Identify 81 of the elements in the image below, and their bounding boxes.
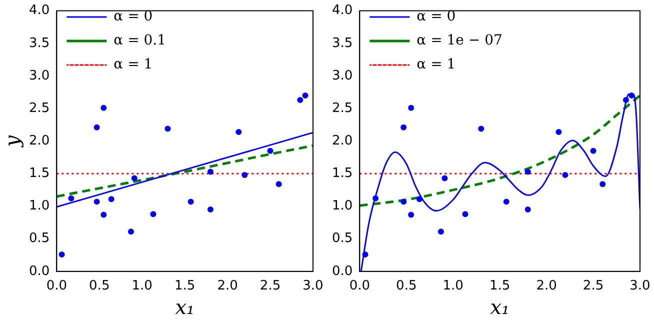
y-tick-label: 2.0 [332, 133, 353, 148]
point [590, 148, 596, 154]
y-tick-label: 4.0 [332, 3, 353, 18]
point [524, 168, 531, 175]
point [207, 206, 214, 213]
y-tick-label: 1.5 [332, 166, 353, 182]
x-tick-label: 1.0 [442, 278, 464, 294]
y-tick-label: 0.0 [28, 264, 50, 279]
x-tick-label: 2.5 [260, 278, 281, 294]
x-tick-label: 0.0 [349, 278, 370, 294]
x-tick-label: 2.0 [536, 278, 557, 294]
point [242, 172, 248, 178]
point [297, 97, 304, 104]
x-tick-label: 0.5 [396, 278, 417, 294]
legend-label: α = 1 [114, 56, 153, 73]
y-tick-label: 0.5 [28, 231, 50, 246]
point [442, 175, 448, 182]
point [188, 198, 194, 205]
point [164, 126, 171, 132]
legend-label: α = 1 [416, 56, 456, 73]
point [150, 211, 156, 218]
point [600, 181, 606, 188]
legend-label: α = 1e − 07 [416, 32, 502, 49]
y-axis-title: y [0, 134, 24, 148]
y-tick-label: 2.5 [28, 100, 50, 116]
point [524, 206, 531, 213]
point [556, 128, 562, 135]
point [562, 172, 568, 178]
x-tick-label: 2.5 [582, 278, 604, 294]
y-tick-label: 3.0 [28, 68, 50, 84]
point [100, 104, 107, 111]
point [236, 128, 242, 135]
point [276, 181, 282, 188]
point [400, 198, 407, 205]
x-tick-label: 3.0 [630, 278, 650, 294]
y-tick-label: 1.0 [28, 198, 50, 214]
x-tick-label: 1.0 [132, 278, 152, 294]
point [108, 196, 114, 202]
point [400, 124, 407, 130]
point [503, 198, 510, 205]
point [267, 148, 274, 154]
point [622, 97, 629, 104]
x-axis-title: x₁ [490, 295, 510, 320]
point [94, 198, 100, 205]
x-tick-label: 2.0 [217, 278, 238, 294]
point [207, 168, 214, 175]
y-tick-label: 2.5 [332, 100, 353, 116]
point [131, 175, 138, 182]
line-series [360, 94, 640, 207]
x-tick-label: 1.5 [174, 278, 196, 294]
point [58, 251, 65, 258]
point [302, 92, 308, 98]
y-tick-label: 3.0 [332, 68, 353, 84]
x-tick-label: 3.0 [302, 278, 324, 294]
point [408, 104, 414, 111]
point [128, 228, 134, 235]
point [68, 195, 74, 202]
point [416, 196, 422, 202]
y-tick-label: 0.5 [332, 231, 353, 246]
point [372, 195, 379, 202]
x-tick-label: 0.0 [46, 278, 68, 294]
y-tick-label: 3.5 [332, 36, 353, 51]
x-tick-label: 1.5 [489, 278, 510, 294]
point [408, 212, 414, 218]
x-tick-label: 0.5 [89, 278, 110, 294]
legend-label: α = 0.1 [114, 32, 166, 49]
line-series [56, 144, 313, 198]
point [362, 251, 368, 258]
x-axis-title: x₁ [175, 295, 194, 320]
y-tick-label: 1.5 [28, 166, 50, 182]
point [438, 228, 444, 235]
point [462, 211, 468, 218]
y-tick-label: 4.0 [28, 3, 50, 18]
y-tick-label: 0.0 [332, 264, 353, 279]
point [100, 212, 107, 218]
y-tick-label: 1.0 [332, 198, 353, 214]
y-tick-label: 3.5 [28, 36, 50, 51]
point [94, 124, 100, 130]
point [478, 126, 484, 132]
point [628, 92, 635, 98]
y-tick-label: 2.0 [28, 133, 50, 148]
